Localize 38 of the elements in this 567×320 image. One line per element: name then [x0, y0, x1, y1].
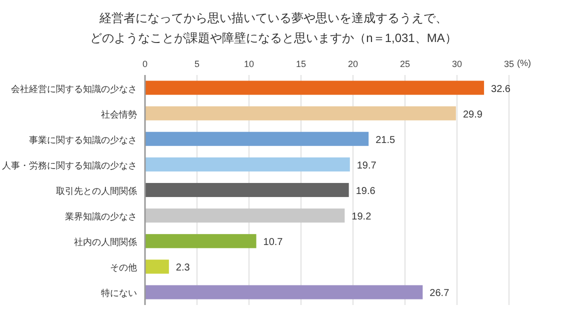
data-label: 2.3	[176, 262, 190, 274]
data-label: 19.6	[356, 186, 376, 197]
bar	[145, 132, 369, 146]
x-tick-label: 30	[452, 59, 462, 69]
x-tick-label: 15	[296, 59, 306, 69]
bar	[145, 234, 256, 248]
data-label: 21.5	[376, 134, 396, 146]
bar	[145, 182, 349, 198]
chart-title: 経営者になってから思い描いている夢や思いを達成するうえで、	[98, 11, 448, 25]
x-tick-label: 35	[504, 59, 514, 69]
x-tick-label: 20	[348, 59, 358, 69]
y-tick-label: 社内の人間関係	[74, 237, 137, 248]
x-tick-label: 25	[400, 59, 410, 69]
y-tick-label: 事業に関する知識の少なさ	[29, 134, 137, 145]
y-tick-label: 特にない	[101, 288, 137, 298]
data-label: 10.7	[263, 237, 284, 248]
data-label: 19.7	[356, 160, 377, 172]
y-tick-label: 人事・労務に関する知識の少なさ	[2, 160, 137, 170]
bar	[145, 208, 345, 223]
data-label: 32.6	[491, 84, 511, 95]
bar	[145, 285, 423, 300]
bar	[145, 106, 456, 120]
x-tick-label: 0	[142, 59, 148, 69]
data-label: 26.7	[430, 288, 450, 300]
bar	[145, 260, 169, 274]
y-tick-label: 業界知識の少なさ	[65, 212, 137, 222]
bar	[145, 157, 350, 172]
y-tick-label: 社会情勢	[101, 109, 137, 120]
x-tick-label: 10	[244, 59, 254, 69]
y-tick-label: 取引先との人間関係	[56, 186, 137, 196]
chart-subtitle: どのようなことが課題や障壁になると思いますか（n＝1,031、MA）	[90, 31, 457, 45]
data-label: 19.2	[352, 212, 372, 223]
data-label: 29.9	[462, 109, 483, 120]
y-tick-label: その他	[110, 262, 137, 273]
x-tick-label: 5	[194, 59, 200, 69]
bar	[145, 80, 484, 95]
x-axis-title: (%)	[517, 58, 531, 68]
y-tick-label: 会社経営に関する知識の少なさ	[11, 84, 137, 94]
